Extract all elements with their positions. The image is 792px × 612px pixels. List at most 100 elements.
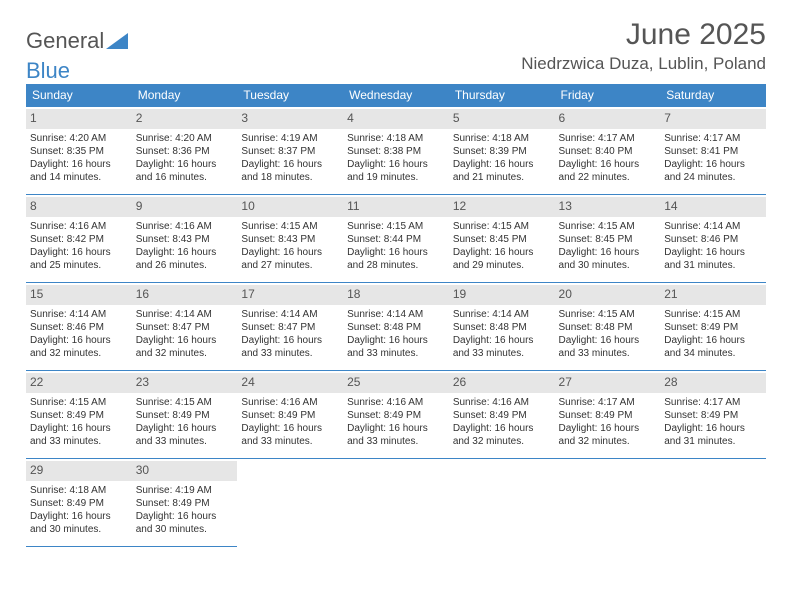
sun-info: Sunrise: 4:15 AMSunset: 8:43 PMDaylight:… (241, 220, 339, 272)
sunset-line: Sunset: 8:43 PM (241, 233, 339, 246)
sunrise-line: Sunrise: 4:17 AM (664, 132, 762, 145)
weekday-header: Wednesday (343, 84, 449, 107)
day-number: 4 (343, 109, 449, 129)
sunset-line: Sunset: 8:49 PM (347, 409, 445, 422)
day-number: 11 (343, 197, 449, 217)
calendar-cell (449, 459, 555, 547)
day-number: 12 (449, 197, 555, 217)
calendar-cell: 2 Sunrise: 4:20 AMSunset: 8:36 PMDaylight… (132, 107, 238, 195)
sun-info: Sunrise: 4:14 AMSunset: 8:47 PMDaylight:… (136, 308, 234, 360)
day-number: 22 (26, 373, 132, 393)
calendar-cell: 11Sunrise: 4:15 AMSunset: 8:44 PMDayligh… (343, 195, 449, 283)
calendar-cell: 17Sunrise: 4:14 AMSunset: 8:47 PMDayligh… (237, 283, 343, 371)
day-number: 8 (26, 197, 132, 217)
weekday-header: Saturday (660, 84, 766, 107)
location-label: Niedrzwica Duza, Lublin, Poland (521, 54, 766, 74)
calendar-cell: 21Sunrise: 4:15 AMSunset: 8:49 PMDayligh… (660, 283, 766, 371)
sun-info: Sunrise: 4:17 AMSunset: 8:40 PMDaylight:… (559, 132, 657, 184)
logo-text-2: Blue (26, 58, 70, 84)
day-number: 5 (449, 109, 555, 129)
daylight-line: Daylight: 16 hours and 33 minutes. (347, 422, 445, 448)
daylight-line: Daylight: 16 hours and 33 minutes. (30, 422, 128, 448)
sunrise-line: Sunrise: 4:19 AM (241, 132, 339, 145)
sunrise-line: Sunrise: 4:15 AM (30, 396, 128, 409)
sunrise-line: Sunrise: 4:14 AM (347, 308, 445, 321)
daylight-line: Daylight: 16 hours and 32 minutes. (136, 334, 234, 360)
sun-info: Sunrise: 4:17 AMSunset: 8:49 PMDaylight:… (664, 396, 762, 448)
calendar-week-row: 22Sunrise: 4:15 AMSunset: 8:49 PMDayligh… (26, 371, 766, 459)
sunset-line: Sunset: 8:47 PM (136, 321, 234, 334)
calendar-cell: 15Sunrise: 4:14 AMSunset: 8:46 PMDayligh… (26, 283, 132, 371)
sun-info: Sunrise: 4:16 AMSunset: 8:49 PMDaylight:… (241, 396, 339, 448)
calendar-cell: 25Sunrise: 4:16 AMSunset: 8:49 PMDayligh… (343, 371, 449, 459)
sunrise-line: Sunrise: 4:18 AM (347, 132, 445, 145)
calendar-cell: 26 Sunrise: 4:16 AMSunset: 8:49 PMDayligh… (449, 371, 555, 459)
sunrise-line: Sunrise: 4:14 AM (136, 308, 234, 321)
sunset-line: Sunset: 8:48 PM (559, 321, 657, 334)
weekday-header: Friday (555, 84, 661, 107)
day-number: 1 (26, 109, 132, 129)
daylight-line: Daylight: 16 hours and 22 minutes. (559, 158, 657, 184)
daylight-line: Daylight: 16 hours and 21 minutes. (453, 158, 551, 184)
sunrise-line: Sunrise: 4:14 AM (453, 308, 551, 321)
daylight-line: Daylight: 16 hours and 27 minutes. (241, 246, 339, 272)
sun-info: Sunrise: 4:14 AMSunset: 8:48 PMDaylight:… (453, 308, 551, 360)
daylight-line: Daylight: 16 hours and 30 minutes. (559, 246, 657, 272)
weekday-header: Tuesday (237, 84, 343, 107)
calendar-week-row: 29Sunrise: 4:18 AMSunset: 8:49 PMDayligh… (26, 459, 766, 547)
sun-info: Sunrise: 4:15 AMSunset: 8:49 PMDaylight:… (664, 308, 762, 360)
calendar-cell: 19Sunrise: 4:14 AMSunset: 8:48 PMDayligh… (449, 283, 555, 371)
day-number: 2 (132, 109, 238, 129)
sunrise-line: Sunrise: 4:15 AM (136, 396, 234, 409)
daylight-line: Daylight: 16 hours and 34 minutes. (664, 334, 762, 360)
sunset-line: Sunset: 8:42 PM (30, 233, 128, 246)
calendar-cell: 14Sunrise: 4:14 AMSunset: 8:46 PMDayligh… (660, 195, 766, 283)
day-number: 9 (132, 197, 238, 217)
calendar-cell: 22Sunrise: 4:15 AMSunset: 8:49 PMDayligh… (26, 371, 132, 459)
day-number: 26 (449, 373, 555, 393)
daylight-line: Daylight: 16 hours and 25 minutes. (30, 246, 128, 272)
calendar-cell: 4Sunrise: 4:18 AMSunset: 8:38 PMDaylight… (343, 107, 449, 195)
calendar-cell: 1 Sunrise: 4:20 AMSunset: 8:35 PMDaylight… (26, 107, 132, 195)
daylight-line: Daylight: 16 hours and 33 minutes. (241, 334, 339, 360)
sunset-line: Sunset: 8:41 PM (664, 145, 762, 158)
calendar-cell: 24Sunrise: 4:16 AMSunset: 8:49 PMDayligh… (237, 371, 343, 459)
calendar-cell (555, 459, 661, 547)
sunrise-line: Sunrise: 4:14 AM (30, 308, 128, 321)
calendar-cell: 29Sunrise: 4:18 AMSunset: 8:49 PMDayligh… (26, 459, 132, 547)
sun-info: Sunrise: 4:17 AMSunset: 8:49 PMDaylight:… (559, 396, 657, 448)
sunrise-line: Sunrise: 4:16 AM (136, 220, 234, 233)
sunrise-line: Sunrise: 4:17 AM (559, 396, 657, 409)
calendar-cell: 13Sunrise: 4:15 AMSunset: 8:45 PMDayligh… (555, 195, 661, 283)
sun-info: Sunrise: 4:17 AMSunset: 8:41 PMDaylight:… (664, 132, 762, 184)
sun-info: Sunrise: 4:16 AMSunset: 8:42 PMDaylight:… (30, 220, 128, 272)
sunset-line: Sunset: 8:38 PM (347, 145, 445, 158)
logo-triangle-icon (106, 33, 128, 49)
sun-info: Sunrise: 4:16 AMSunset: 8:49 PMDaylight:… (453, 396, 551, 448)
sun-info: Sunrise: 4:14 AMSunset: 8:47 PMDaylight:… (241, 308, 339, 360)
calendar-cell: 6Sunrise: 4:17 AMSunset: 8:40 PMDaylight… (555, 107, 661, 195)
daylight-line: Daylight: 16 hours and 31 minutes. (664, 246, 762, 272)
daylight-line: Daylight: 16 hours and 33 minutes. (347, 334, 445, 360)
day-number: 29 (26, 461, 132, 481)
sunset-line: Sunset: 8:45 PM (559, 233, 657, 246)
daylight-line: Daylight: 16 hours and 32 minutes. (30, 334, 128, 360)
sunset-line: Sunset: 8:44 PM (347, 233, 445, 246)
day-number: 28 (660, 373, 766, 393)
calendar-cell: 5Sunrise: 4:18 AMSunset: 8:39 PMDaylight… (449, 107, 555, 195)
sun-info: Sunrise: 4:20 AMSunset: 8:36 PMDaylight:… (136, 132, 234, 184)
calendar-cell: 16Sunrise: 4:14 AMSunset: 8:47 PMDayligh… (132, 283, 238, 371)
logo: General (26, 28, 128, 54)
daylight-line: Daylight: 16 hours and 33 minutes. (453, 334, 551, 360)
sun-info: Sunrise: 4:19 AMSunset: 8:37 PMDaylight:… (241, 132, 339, 184)
daylight-line: Daylight: 16 hours and 16 minutes. (136, 158, 234, 184)
sunrise-line: Sunrise: 4:17 AM (559, 132, 657, 145)
calendar-cell: 9Sunrise: 4:16 AMSunset: 8:43 PMDaylight… (132, 195, 238, 283)
calendar-week-row: 1 Sunrise: 4:20 AMSunset: 8:35 PMDaylight… (26, 107, 766, 195)
daylight-line: Daylight: 16 hours and 14 minutes. (30, 158, 128, 184)
calendar-cell (660, 459, 766, 547)
sunset-line: Sunset: 8:46 PM (30, 321, 128, 334)
day-number: 13 (555, 197, 661, 217)
sun-info: Sunrise: 4:20 AMSunset: 8:35 PMDaylight:… (30, 132, 128, 184)
daylight-line: Daylight: 16 hours and 18 minutes. (241, 158, 339, 184)
